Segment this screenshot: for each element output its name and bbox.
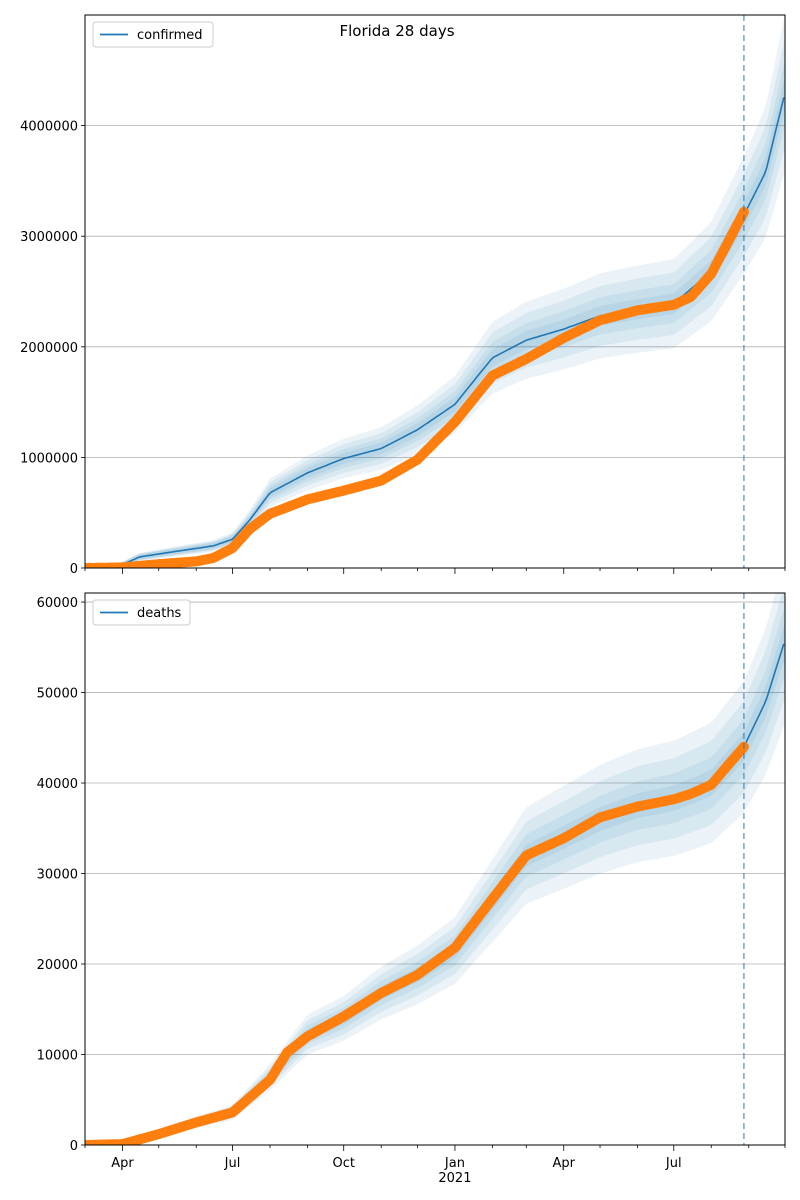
observed-points: [85, 741, 749, 1145]
y-tick-label: 10000: [37, 1049, 78, 1064]
x-tick-label: Jan: [444, 1156, 465, 1171]
legend-box: [92, 599, 191, 626]
observed-points: [85, 206, 749, 568]
uncertainty-band: [85, 59, 785, 568]
uncertainty-band: [85, 605, 785, 1145]
y-tick-label: 1000000: [20, 451, 78, 466]
y-tick-label: 3000000: [20, 230, 78, 245]
series-deaths-line: [85, 643, 785, 1145]
deaths-panel: 0 10000 20000 30000 40000 50000 60000 Apr Jul Oct…: [37, 592, 786, 1186]
x-tick-label: Jul: [665, 1156, 682, 1171]
x-tick-label: Apr: [553, 1156, 576, 1171]
observed-point: [738, 206, 749, 217]
x-tick-label: Jul: [224, 1156, 241, 1171]
plot-frame: [84, 14, 786, 569]
uncertainty-band: [85, 15, 785, 568]
uncertainty-band: [85, 593, 785, 1145]
y-tick-label: 4000000: [20, 120, 78, 135]
plot-frame: [84, 592, 786, 1146]
uncertainty-bands: [85, 593, 785, 1145]
legend: deaths: [92, 599, 191, 626]
x-tick-label: Apr: [111, 1156, 134, 1171]
x-tick-label: Oct: [332, 1156, 354, 1171]
confirmed-panel: 0 1000000 2000000 3000000 4000000 confirmed: [20, 14, 786, 577]
y-tick-label: 50000: [37, 687, 78, 702]
y-tick-label: 2000000: [20, 341, 78, 356]
uncertainty-band: [85, 593, 785, 1145]
y-tick-label: 40000: [37, 777, 78, 792]
uncertainty-band: [85, 622, 785, 1145]
y-tick-label: 60000: [37, 596, 78, 611]
y-tick-label: 0: [70, 1139, 78, 1154]
x-tick-year-label: 2021: [438, 1171, 471, 1186]
y-tick-label: 20000: [37, 958, 78, 973]
legend-box: [92, 21, 214, 48]
uncertainty-bands: [85, 15, 785, 568]
legend-label: deaths: [137, 606, 182, 621]
legend-label: confirmed: [137, 28, 203, 43]
uncertainty-band: [85, 37, 785, 568]
y-tick-label: 0: [70, 562, 78, 577]
y-tick-label: 30000: [37, 868, 78, 883]
legend: confirmed: [92, 21, 214, 48]
figure-title: Florida 28 days: [339, 22, 454, 40]
